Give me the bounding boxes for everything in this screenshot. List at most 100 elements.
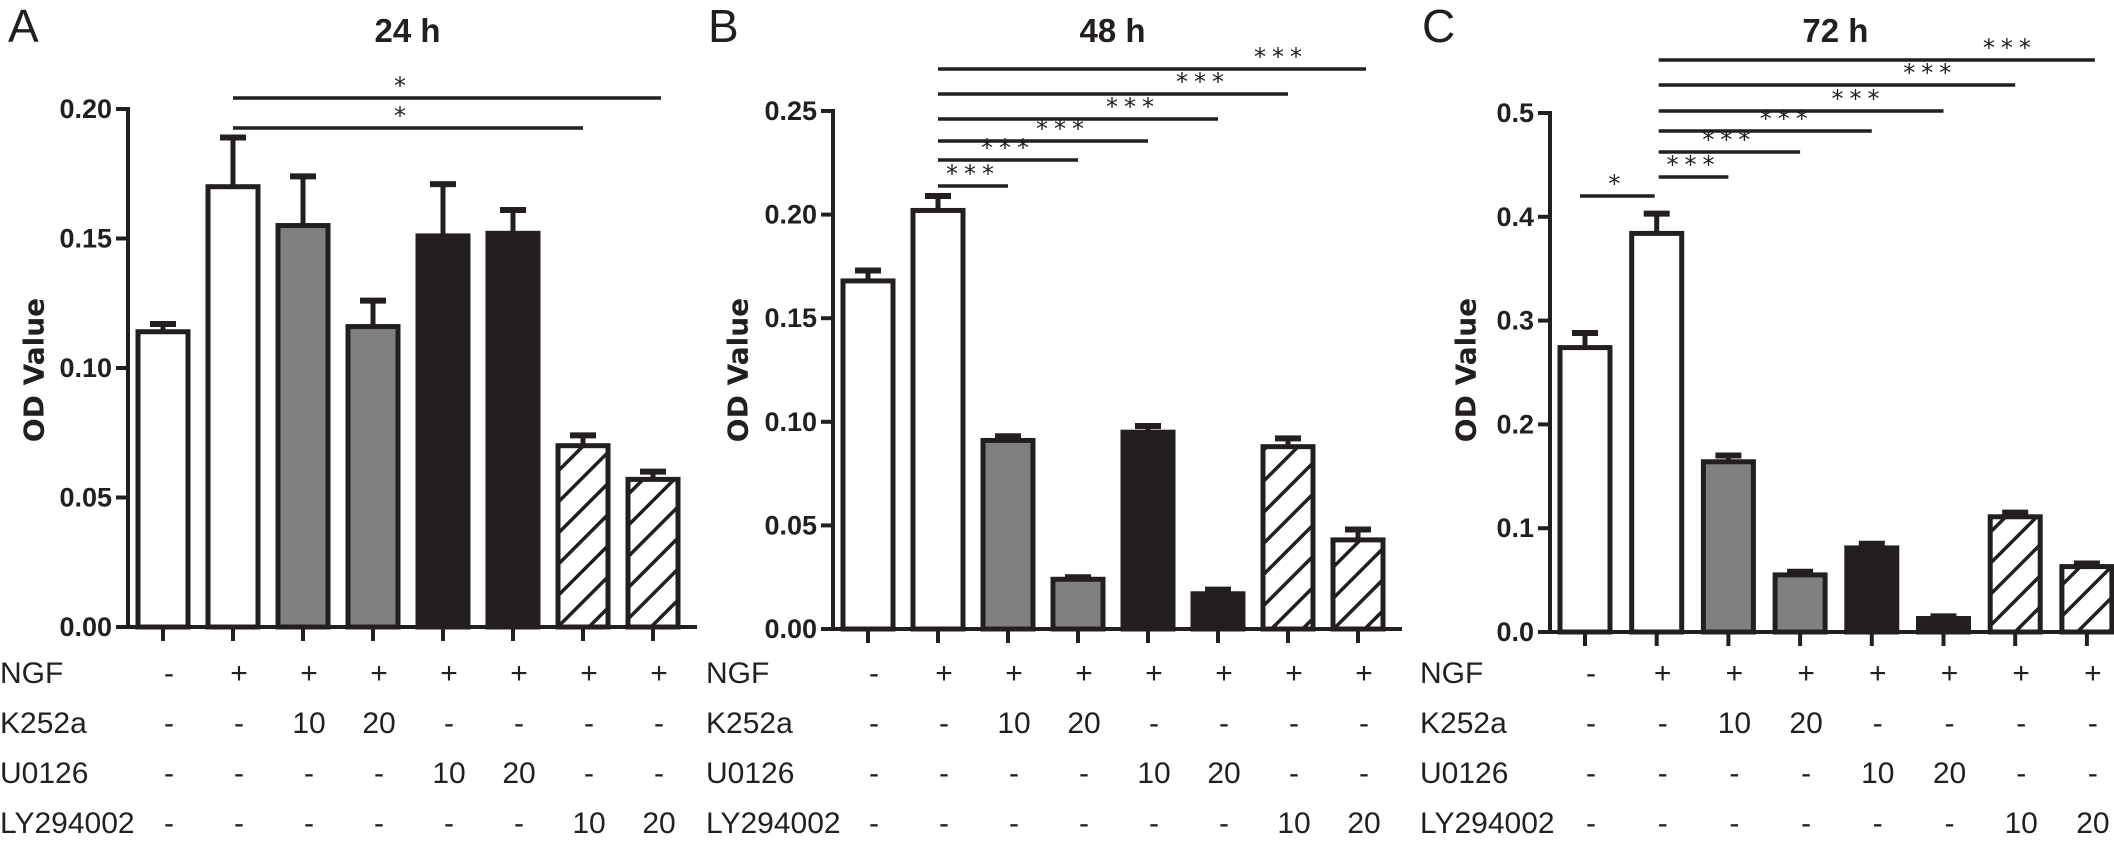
- treatment-name: U0126: [1420, 757, 1508, 790]
- treatment-value: 10: [1277, 807, 1310, 840]
- treatment-value: -: [1359, 757, 1369, 790]
- treatment-value: +: [510, 657, 528, 690]
- treatment-value: 20: [1067, 707, 1100, 740]
- bar: [1700, 459, 1756, 635]
- treatment-value: -: [1658, 757, 1668, 790]
- bar: [1120, 429, 1176, 632]
- treatment-value: -: [1586, 657, 1596, 690]
- treatment-value: -: [1586, 807, 1596, 840]
- treatment-name: LY294002: [1420, 807, 1555, 840]
- bar: [555, 443, 611, 630]
- chart-title: 72 h: [1802, 12, 1868, 49]
- treatment-value: 20: [1347, 807, 1380, 840]
- treatment-value: +: [1797, 657, 1815, 690]
- treatment-value: 20: [362, 707, 395, 740]
- panel-a: A 24 h OD Value 0.00 0.05 0.10 0.15 0.20 ** NGF - +…: [0, 0, 697, 840]
- treatment-value: -: [939, 757, 949, 790]
- bar: [1330, 537, 1386, 632]
- panel-letter: A: [8, 0, 39, 52]
- treatment-value: +: [1654, 657, 1672, 690]
- treatment-name: K252a: [0, 707, 87, 740]
- treatment-value: -: [869, 657, 879, 690]
- treatment-value: -: [1586, 757, 1596, 790]
- y-axis-label: OD Value: [18, 298, 51, 442]
- treatment-value: -: [654, 707, 664, 740]
- treatment-value: -: [939, 807, 949, 840]
- treatment-value: +: [1075, 657, 1093, 690]
- treatment-value: 10: [292, 707, 325, 740]
- panel-letter: C: [1422, 0, 1455, 52]
- treatment-name: K252a: [1420, 707, 1507, 740]
- treatment-value: -: [1729, 757, 1739, 790]
- treatment-value: -: [1289, 707, 1299, 740]
- treatment-value: -: [374, 757, 384, 790]
- treatment-value: +: [1215, 657, 1233, 690]
- treatment-value: -: [584, 757, 594, 790]
- significance-label: *: [394, 102, 412, 130]
- treatment-value: -: [1079, 807, 1089, 840]
- treatment-value: -: [1658, 707, 1668, 740]
- bar: [205, 184, 261, 630]
- treatment-value: 10: [1137, 757, 1170, 790]
- treatment-value: -: [869, 707, 879, 740]
- treatment-name: NGF: [706, 657, 769, 690]
- treatment-value: -: [1149, 707, 1159, 740]
- y-tick-label: 0.0: [1496, 617, 1534, 647]
- bar: [1916, 616, 1971, 635]
- y-tick-label: 0.20: [764, 200, 817, 230]
- chart-title: 48 h: [1079, 12, 1145, 49]
- treatment-value: -: [444, 807, 454, 840]
- y-axis-label: OD Value: [722, 298, 755, 442]
- treatment-value: +: [2084, 657, 2102, 690]
- y-tick-label: 0.15: [59, 224, 112, 254]
- treatment-name: NGF: [0, 657, 63, 690]
- treatment-value: -: [1079, 757, 1089, 790]
- treatment-value: +: [2012, 657, 2030, 690]
- chart-title: 24 h: [374, 12, 440, 49]
- bar: [1844, 545, 1900, 635]
- treatment-value: +: [440, 657, 458, 690]
- treatment-value: -: [514, 707, 524, 740]
- significance-label: ***: [1254, 43, 1308, 71]
- treatment-value: 20: [1933, 757, 1966, 790]
- treatment-value: -: [1801, 807, 1811, 840]
- treatment-value: -: [304, 807, 314, 840]
- significance-label: *: [394, 72, 412, 100]
- treatment-value: 20: [502, 757, 535, 790]
- treatment-value: +: [935, 657, 953, 690]
- y-tick-label: 0.00: [764, 614, 817, 644]
- treatment-value: -: [1289, 757, 1299, 790]
- treatment-value: -: [1658, 807, 1668, 840]
- treatment-value: 10: [1861, 757, 1894, 790]
- treatment-value: +: [370, 657, 388, 690]
- treatment-value: -: [514, 807, 524, 840]
- bar: [415, 233, 471, 630]
- treatment-value: -: [1729, 807, 1739, 840]
- treatment-value: -: [869, 807, 879, 840]
- y-tick-label: 0.25: [764, 96, 817, 126]
- bar: [980, 437, 1036, 632]
- bar: [910, 207, 966, 632]
- treatment-value: +: [1726, 657, 1744, 690]
- panel-b: B 48 h OD Value 0.00 0.05 0.10 0.15 0.20 0.25 ***…: [706, 0, 1402, 840]
- treatment-value: -: [1219, 707, 1229, 740]
- treatment-name: LY294002: [706, 807, 841, 840]
- bar: [1629, 230, 1685, 635]
- bar: [1260, 444, 1316, 632]
- treatment-value: -: [234, 807, 244, 840]
- panel-letter: B: [708, 0, 739, 52]
- bar: [1772, 572, 1828, 635]
- y-tick-label: 0.10: [764, 407, 817, 437]
- treatment-value: 10: [997, 707, 1030, 740]
- treatment-value: 10: [432, 757, 465, 790]
- y-tick-label: 0.4: [1496, 202, 1534, 232]
- y-tick-label: 0.05: [59, 483, 112, 513]
- treatment-value: -: [234, 707, 244, 740]
- treatment-value: -: [584, 707, 594, 740]
- treatment-value: -: [164, 807, 174, 840]
- treatment-value: +: [1869, 657, 1887, 690]
- treatment-value: 20: [1789, 707, 1822, 740]
- y-tick-label: 0.3: [1496, 306, 1534, 336]
- treatment-value: 20: [1207, 757, 1240, 790]
